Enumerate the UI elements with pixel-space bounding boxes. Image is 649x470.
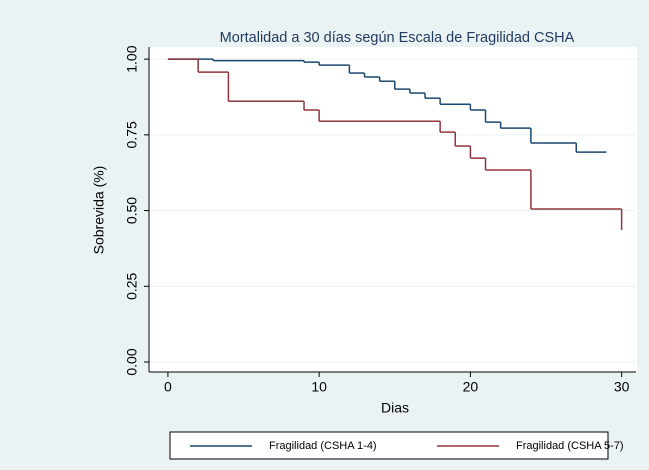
x-tick-label: 10: [311, 379, 327, 395]
chart-title: Mortalidad a 30 días según Escala de Fra…: [220, 30, 575, 46]
x-tick-label: 30: [614, 379, 630, 395]
y-tick-label: 0.50: [124, 197, 140, 224]
legend-label: Fragilidad (CSHA 5-7): [516, 440, 624, 452]
y-tick-label: 1.00: [124, 45, 140, 72]
y-axis-title: Sobrevida (%): [91, 166, 107, 255]
y-tick-label: 0.25: [124, 272, 140, 299]
x-tick-label: 0: [164, 379, 172, 395]
y-tick-label: 0.00: [124, 348, 140, 375]
y-tick-label: 0.75: [124, 121, 140, 148]
x-tick-label: 20: [463, 379, 479, 395]
x-axis-title: Dias: [381, 400, 409, 416]
legend-label: Fragilidad (CSHA 1-4): [269, 440, 377, 452]
